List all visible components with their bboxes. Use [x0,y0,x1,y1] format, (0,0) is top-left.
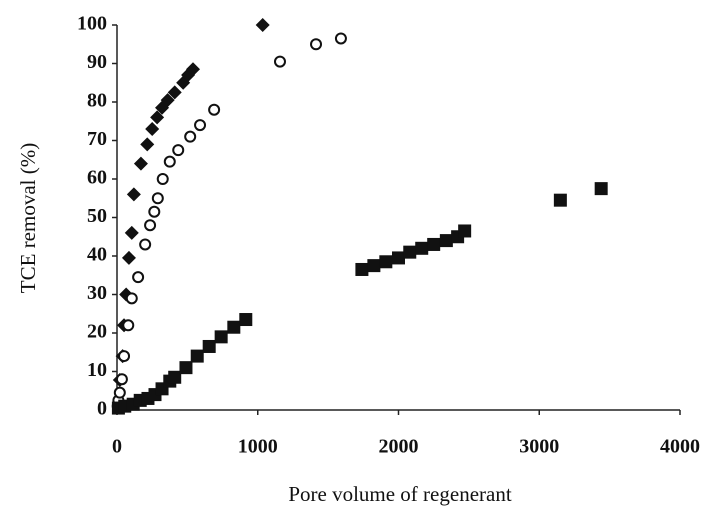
x-tick-label: 4000 [660,436,700,458]
diamond-point [145,121,160,136]
x-tick-label: 3000 [519,436,559,458]
circle-point [194,119,207,132]
circle-point [163,155,176,168]
square-point [214,330,228,344]
square-point [367,259,381,273]
x-tick-label: 0 [112,436,122,458]
diamond-point [167,85,182,100]
y-tick-label: 20 [87,321,107,343]
circle-point [132,271,145,284]
y-tick-label: 70 [87,128,107,150]
diamond-point [160,93,175,108]
diamond-point [150,110,165,125]
square-point [190,349,204,363]
circle-point [113,386,126,399]
y-tick-label: 30 [87,282,107,304]
square-point [458,224,472,238]
y-tick-label: 10 [87,359,107,381]
square-point [594,182,608,196]
diamond-point [140,137,155,152]
y-tick-label: 60 [87,167,107,189]
circle-point [144,219,157,232]
square-point [239,313,253,327]
square-point [403,245,417,259]
x-tick-label: 1000 [238,436,278,458]
circle-point [139,238,152,251]
x-tick-label: 2000 [379,436,419,458]
circle-point [184,130,197,143]
y-tick-label: 100 [77,13,107,35]
y-tick-label: 90 [87,51,107,73]
diamond-point [121,250,136,265]
x-axis-title: Pore volume of regenerant [288,482,511,506]
y-tick-label: 0 [97,398,107,420]
circle-point [172,144,185,157]
circle-point [310,38,323,51]
y-axis-title: TCE removal (%) [16,143,40,293]
circle-point [115,373,128,386]
circle-point [122,319,135,332]
circle-point [273,55,286,68]
diamond-point [255,18,270,32]
square-point [227,320,241,334]
diamond-point [133,156,148,171]
square-point [415,241,429,255]
square-point [392,251,405,265]
circle-point [156,173,169,185]
y-tick-label: 40 [87,244,107,266]
y-tick-label: 80 [87,90,107,112]
diamond-point [126,187,141,202]
square-point [553,193,567,207]
circle-point [151,192,164,205]
circle-point [208,103,221,116]
square-point [202,339,216,353]
square-point [439,234,453,248]
circle-point [118,350,131,363]
circle-point [148,205,161,218]
square-point [168,370,182,384]
circle-point [125,292,138,305]
y-tick-label: 50 [87,205,107,227]
square-point [355,262,369,276]
diamond-point [124,225,139,240]
square-point [179,361,193,375]
circle-point [334,32,347,45]
square-point [427,237,441,251]
diamond-point [186,62,201,77]
square-point [379,255,393,269]
